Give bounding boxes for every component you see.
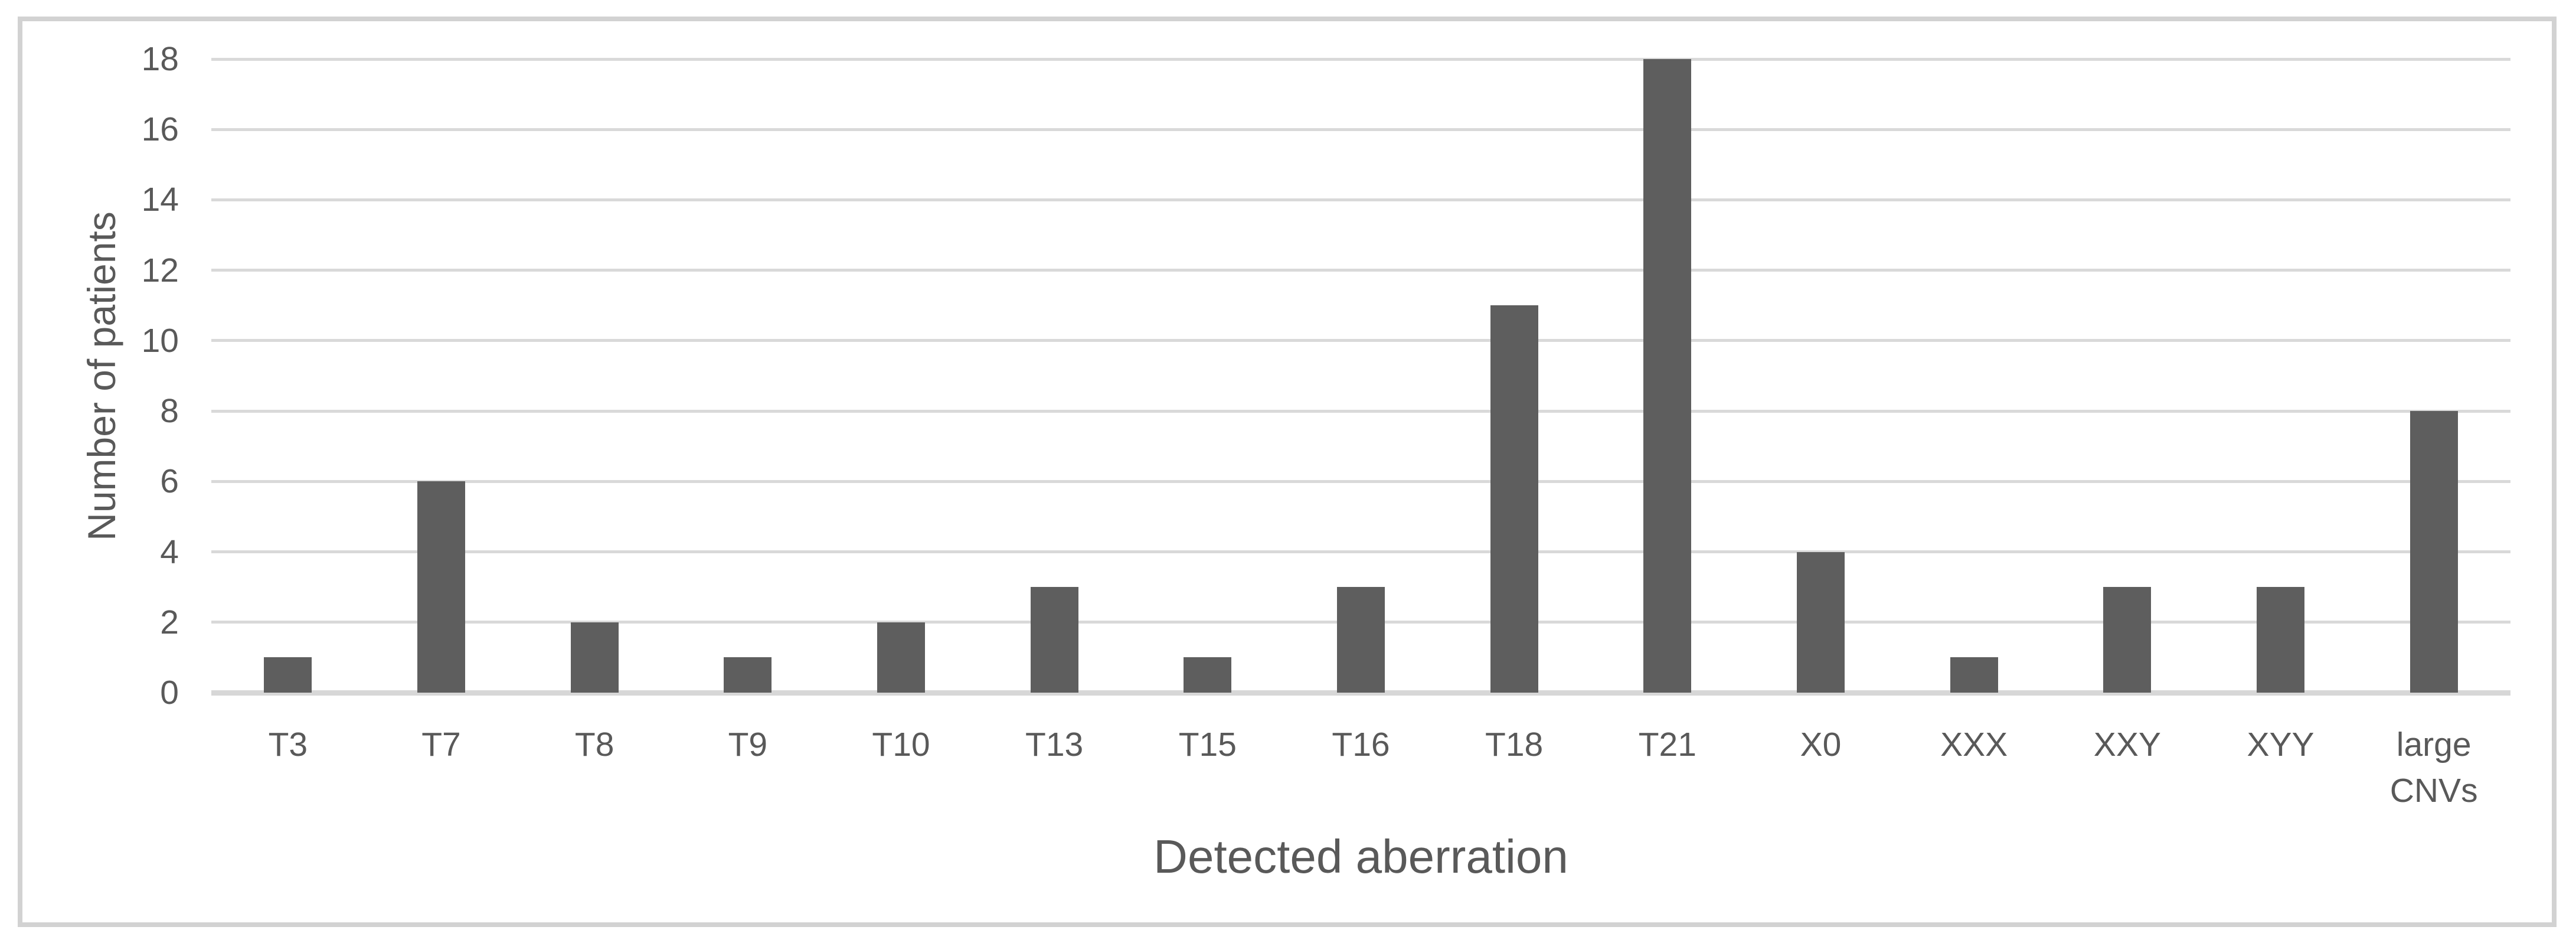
gridline (211, 198, 2510, 201)
bar (1184, 657, 1232, 693)
x-tick-label: T16 (1332, 726, 1390, 763)
x-tick-label: T13 (1025, 726, 1084, 763)
x-tick-label: T10 (872, 726, 930, 763)
y-tick-label: 2 (160, 603, 179, 641)
y-tick-label: 10 (141, 321, 179, 360)
x-tick-label: XXX (1940, 726, 2008, 763)
y-axis-title: Number of patients (80, 211, 123, 541)
gridline (211, 57, 2510, 61)
bar (1643, 59, 1692, 693)
gridline (211, 409, 2510, 413)
x-tick-label: T21 (1638, 726, 1696, 763)
gridline (211, 479, 2510, 483)
y-tick-label: 4 (160, 533, 179, 571)
gridline (211, 550, 2510, 554)
y-tick-label: 12 (141, 251, 179, 289)
x-tick-label: T3 (268, 726, 308, 763)
y-tick-label: 8 (160, 392, 179, 430)
x-tick-label: T15 (1178, 726, 1237, 763)
bar (2103, 587, 2152, 693)
bar (1030, 587, 1078, 693)
bar (877, 622, 925, 693)
bar (570, 622, 619, 693)
bar (1797, 552, 1845, 693)
x-tick-label: T9 (728, 726, 768, 763)
gridline (211, 128, 2510, 131)
bar (417, 481, 465, 693)
x-tick-label: XXY (2093, 726, 2161, 763)
y-tick-label: 6 (160, 462, 179, 501)
y-tick-label: 14 (141, 181, 179, 219)
x-axis-line (211, 690, 2510, 696)
bar (1337, 587, 1385, 693)
y-tick-label: 18 (141, 40, 179, 78)
gridline (211, 339, 2510, 342)
y-tick-label: 0 (160, 674, 179, 712)
x-tick-label: large CNVs (2389, 726, 2478, 810)
y-tick-label: 16 (141, 110, 179, 149)
chart-frame-border (18, 17, 2557, 927)
x-axis-title: Detected aberration (1153, 830, 1568, 883)
x-tick-label: T8 (574, 726, 614, 763)
bar (1490, 305, 1538, 693)
bar (2410, 411, 2458, 693)
bar (724, 657, 772, 693)
bar (2257, 587, 2304, 693)
x-tick-label: T7 (421, 726, 461, 763)
x-tick-label: T18 (1485, 726, 1544, 763)
bar (1950, 657, 1998, 693)
gridline (211, 269, 2510, 272)
bar (264, 657, 312, 693)
x-tick-label: X0 (1800, 726, 1842, 763)
x-tick-label: XYY (2247, 726, 2315, 763)
